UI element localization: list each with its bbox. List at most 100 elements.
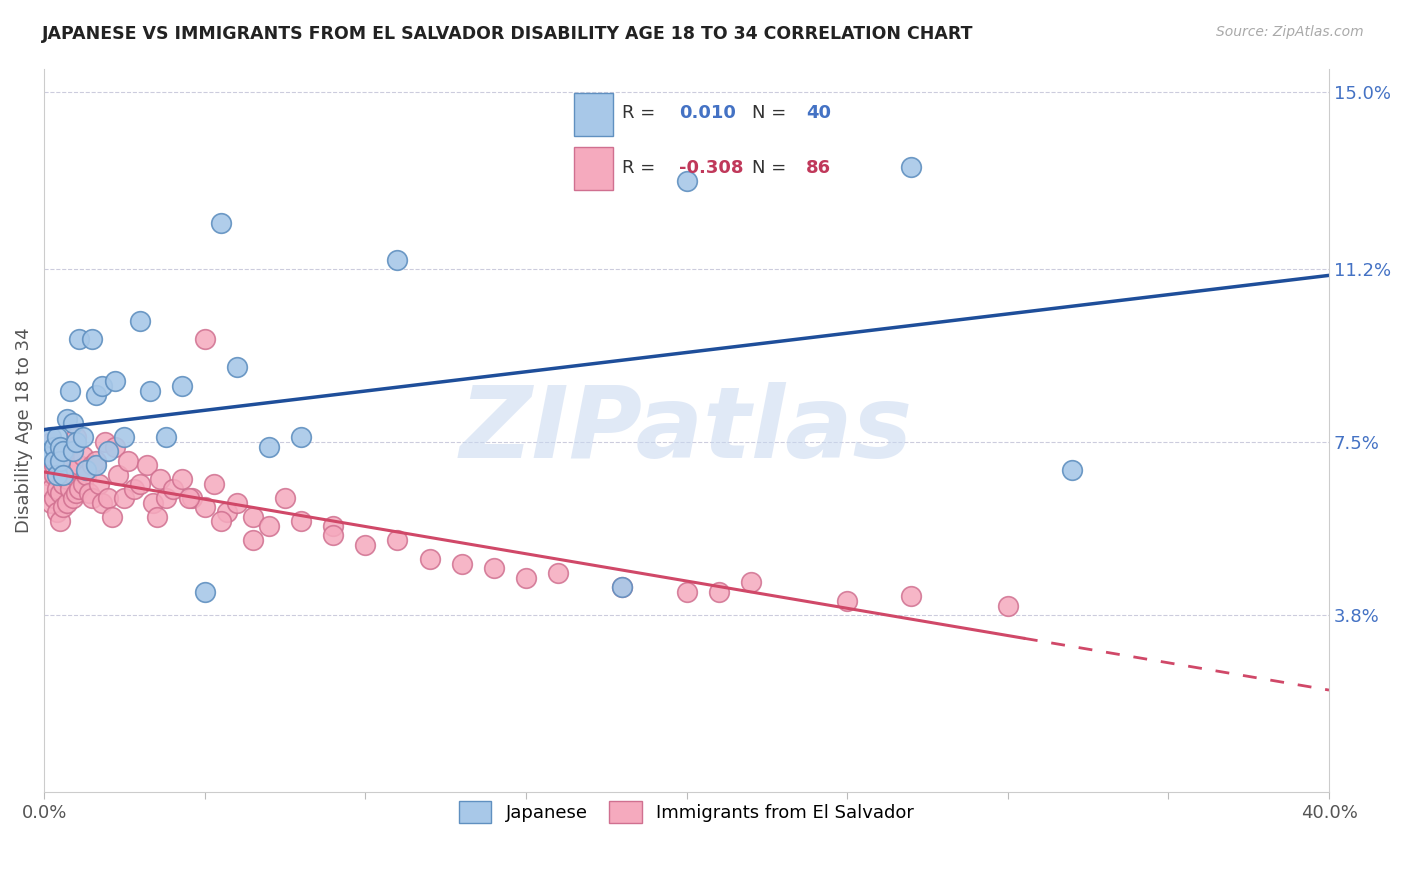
Point (75, 467, 97, 482)
Point (49, 486, 72, 500)
Point (290, 430, 312, 444)
Point (675, 584, 697, 599)
Y-axis label: Disability Age 18 to 34: Disability Age 18 to 34 (15, 327, 32, 533)
Point (612, 580, 634, 594)
Point (290, 515, 312, 529)
Point (82, 458, 104, 473)
Point (52, 477, 75, 491)
Point (72, 449, 94, 463)
Point (149, 473, 172, 487)
Point (172, 473, 194, 487)
Point (225, 360, 247, 375)
Text: ZIPatlas: ZIPatlas (460, 382, 912, 479)
Point (39, 430, 62, 444)
Point (139, 384, 162, 398)
Point (46, 430, 69, 444)
Point (112, 491, 135, 505)
Point (707, 584, 730, 599)
Point (46, 505, 69, 519)
Point (82, 491, 104, 505)
Point (72, 477, 94, 491)
Point (194, 584, 217, 599)
Point (225, 496, 247, 510)
Point (194, 332, 217, 346)
Point (82, 332, 104, 346)
Point (419, 552, 441, 566)
Point (37, 449, 59, 463)
Point (37, 467, 59, 482)
Point (242, 509, 264, 524)
Point (387, 533, 409, 548)
Point (42, 467, 65, 482)
Point (49, 440, 72, 454)
Point (55, 473, 77, 487)
Point (209, 216, 232, 230)
Point (52, 467, 75, 482)
Point (322, 528, 344, 542)
Point (482, 561, 505, 575)
Point (59, 482, 82, 496)
Point (39, 435, 62, 450)
Point (49, 463, 72, 477)
Point (52, 500, 75, 515)
Point (42, 458, 65, 473)
Point (55, 496, 77, 510)
Point (129, 477, 152, 491)
Point (84, 458, 107, 473)
Point (900, 160, 922, 174)
Point (900, 589, 922, 603)
Point (46, 482, 69, 496)
Text: JAPANESE VS IMMIGRANTS FROM EL SALVADOR DISABILITY AGE 18 TO 34 CORRELATION CHAR: JAPANESE VS IMMIGRANTS FROM EL SALVADOR … (42, 25, 974, 43)
Point (39, 449, 62, 463)
Point (39, 482, 62, 496)
Point (46, 454, 69, 468)
Text: Source: ZipAtlas.com: Source: ZipAtlas.com (1216, 25, 1364, 39)
Point (46, 467, 69, 482)
Point (62, 444, 84, 458)
Point (42, 491, 65, 505)
Point (55, 444, 77, 458)
Point (90, 379, 112, 393)
Point (62, 467, 84, 482)
Point (84, 388, 107, 402)
Point (107, 467, 129, 482)
Point (117, 454, 139, 468)
Point (122, 482, 145, 496)
Point (322, 519, 344, 533)
Point (62, 444, 84, 458)
Legend: Japanese, Immigrants from El Salvador: Japanese, Immigrants from El Salvador (451, 794, 921, 830)
Point (612, 580, 634, 594)
Point (257, 519, 280, 533)
Point (77, 486, 100, 500)
Point (387, 252, 409, 267)
Point (675, 173, 697, 187)
Point (84, 454, 107, 468)
Point (194, 500, 217, 515)
Point (55, 411, 77, 425)
Point (65, 463, 87, 477)
Point (155, 430, 177, 444)
Point (52, 444, 75, 458)
Point (97, 444, 120, 458)
Point (135, 458, 157, 473)
Point (65, 430, 87, 444)
Point (274, 491, 297, 505)
Point (94, 435, 117, 450)
Point (100, 509, 122, 524)
Point (162, 482, 184, 496)
Point (515, 570, 537, 584)
Point (1060, 463, 1083, 477)
Point (87, 477, 110, 491)
Point (49, 454, 72, 468)
Point (42, 440, 65, 454)
Point (59, 454, 82, 468)
Point (217, 505, 239, 519)
Point (129, 314, 152, 328)
Point (90, 496, 112, 510)
Point (104, 375, 127, 389)
Point (49, 440, 72, 454)
Point (65, 486, 87, 500)
Point (75, 463, 97, 477)
Point (209, 515, 232, 529)
Point (69, 482, 91, 496)
